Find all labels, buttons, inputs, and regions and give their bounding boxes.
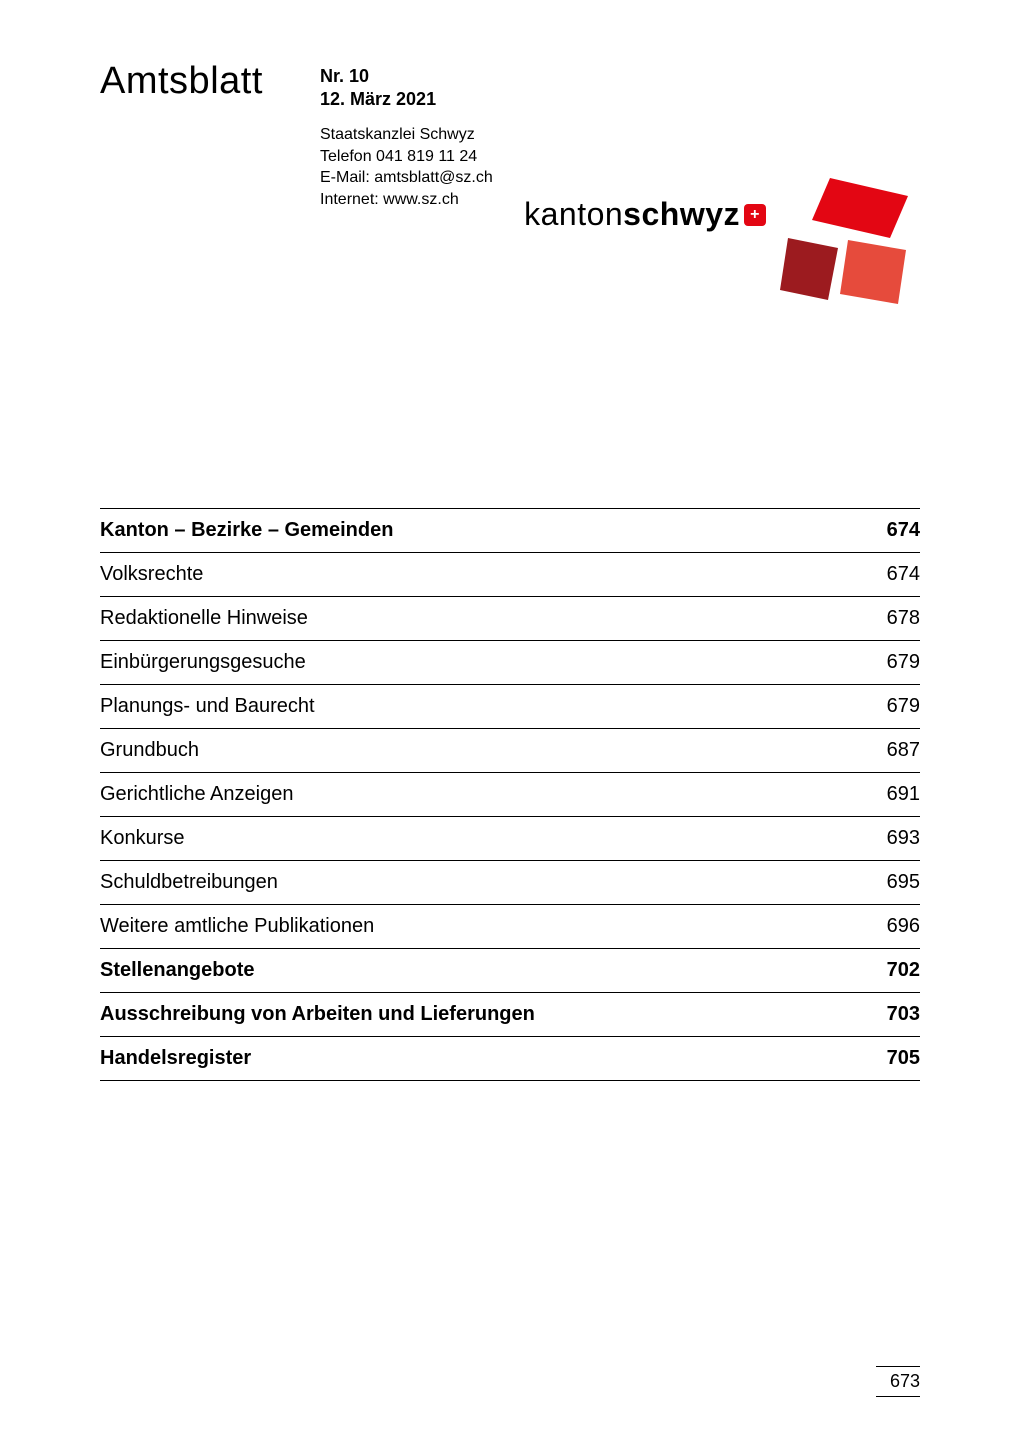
contact-email: E-Mail: amtsblatt@sz.ch — [320, 167, 493, 189]
toc-row: Handelsregister 705 — [100, 1036, 920, 1081]
plus-icon: + — [750, 207, 760, 223]
kanton-logo: kantonschwyz + — [524, 178, 910, 308]
toc-label: Konkurse — [100, 827, 185, 850]
logo-row: kantonschwyz + — [100, 178, 920, 308]
toc-label: Ausschreibung von Arbeiten und Lieferung… — [100, 1003, 535, 1026]
logo-text-bold: schwyz — [623, 196, 740, 232]
toc-row: Planungs- und Baurecht 679 — [100, 684, 920, 728]
issue-block: Nr. 10 12. März 2021 Staatskanzlei Schwy… — [320, 60, 493, 210]
issue-date: 12. März 2021 — [320, 89, 493, 110]
page: Amtsblatt Nr. 10 12. März 2021 Staatskan… — [0, 0, 1020, 1121]
toc-page: 703 — [887, 1003, 920, 1026]
toc-page: 687 — [887, 739, 920, 762]
toc-page: 674 — [887, 563, 920, 586]
toc-page: 702 — [887, 959, 920, 982]
issue-number: Nr. 10 — [320, 66, 493, 87]
toc-row: Weitere amtliche Publikationen 696 — [100, 904, 920, 948]
toc-label: Grundbuch — [100, 739, 199, 762]
toc-page: 678 — [887, 607, 920, 630]
toc-label: Weitere amtliche Publikationen — [100, 915, 374, 938]
toc-label: Planungs- und Baurecht — [100, 695, 315, 718]
logo-text: kantonschwyz + — [524, 196, 766, 233]
page-number: 673 — [876, 1366, 920, 1397]
toc-label: Redaktionelle Hinweise — [100, 607, 308, 630]
toc-row: Redaktionelle Hinweise 678 — [100, 596, 920, 640]
toc-page: 705 — [887, 1047, 920, 1070]
toc-page: 693 — [887, 827, 920, 850]
toc-page: 691 — [887, 783, 920, 806]
publication-title: Amtsblatt — [100, 60, 320, 103]
toc-page: 679 — [887, 695, 920, 718]
table-of-contents: Kanton – Bezirke – Gemeinden 674 Volksre… — [100, 508, 920, 1081]
logo-text-light: kanton — [524, 196, 623, 232]
toc-page: 696 — [887, 915, 920, 938]
toc-row: Einbürgerungsgesuche 679 — [100, 640, 920, 684]
toc-label: Volksrechte — [100, 563, 203, 586]
toc-page: 679 — [887, 651, 920, 674]
toc-row: Ausschreibung von Arbeiten und Lieferung… — [100, 992, 920, 1036]
toc-label: Einbürgerungsgesuche — [100, 651, 306, 674]
toc-row: Volksrechte 674 — [100, 552, 920, 596]
logo-svg — [780, 178, 910, 308]
toc-label: Handelsregister — [100, 1047, 251, 1070]
toc-label: Schuldbetreibungen — [100, 871, 278, 894]
toc-label: Gerichtliche Anzeigen — [100, 783, 293, 806]
toc-row: Kanton – Bezirke – Gemeinden 674 — [100, 508, 920, 552]
logo-shape-bottom-right — [840, 240, 906, 304]
toc-row: Gerichtliche Anzeigen 691 — [100, 772, 920, 816]
toc-row: Konkurse 693 — [100, 816, 920, 860]
contact-block: Staatskanzlei Schwyz Telefon 041 819 11 … — [320, 124, 493, 210]
logo-badge: + — [744, 204, 766, 226]
toc-label: Stellenangebote — [100, 959, 254, 982]
toc-page: 695 — [887, 871, 920, 894]
toc-row: Grundbuch 687 — [100, 728, 920, 772]
toc-label: Kanton – Bezirke – Gemeinden — [100, 519, 393, 542]
contact-phone: Telefon 041 819 11 24 — [320, 146, 493, 168]
contact-org: Staatskanzlei Schwyz — [320, 124, 493, 146]
logo-shape-bottom-left — [780, 238, 838, 300]
toc-row: Schuldbetreibungen 695 — [100, 860, 920, 904]
logo-shapes — [780, 178, 910, 308]
toc-row: Stellenangebote 702 — [100, 948, 920, 992]
contact-web: Internet: www.sz.ch — [320, 189, 493, 211]
logo-shape-top — [812, 178, 908, 238]
toc-page: 674 — [887, 519, 920, 542]
